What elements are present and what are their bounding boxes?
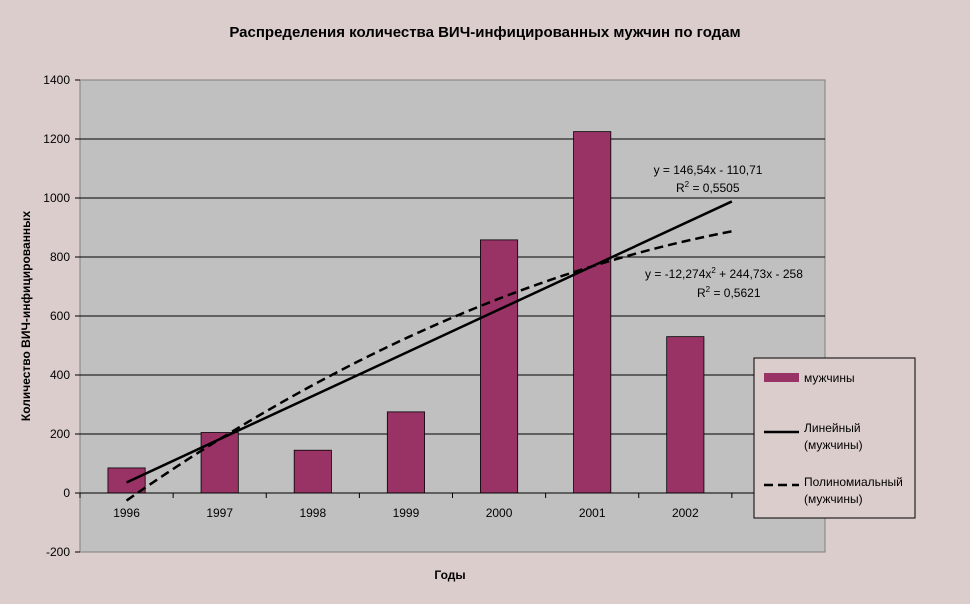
polynomial-equation: y = -12,274x2 + 244,73x - 258 R2 = 0,562… — [645, 266, 803, 300]
x-tick-label: 1996 — [113, 506, 140, 520]
y-axis-title: Количество ВИЧ-инфицированных — [19, 211, 33, 422]
x-axis-title: Годы — [434, 568, 465, 582]
legend-label-linear-line2: (мужчины) — [804, 438, 863, 452]
legend: мужчины Линейный (мужчины) Полиномиальны… — [753, 357, 916, 519]
legend-label-polynomial-line1: Полиномиальный — [804, 475, 903, 489]
y-tick-label: 1200 — [43, 132, 70, 146]
x-tick-label: 2001 — [579, 506, 606, 520]
bar — [293, 449, 332, 494]
bar — [200, 432, 239, 494]
y-tick-label: 600 — [50, 309, 70, 323]
linear-r2-text: R2 = 0,5505 — [676, 180, 740, 195]
x-tick-label: 2000 — [486, 506, 513, 520]
bars — [107, 131, 705, 494]
y-tick-label: 200 — [50, 427, 70, 441]
legend-swatch-bars — [764, 373, 799, 382]
trend-lines — [125, 200, 733, 502]
legend-label-linear-line1: Линейный — [804, 421, 861, 435]
legend-label-polynomial-line2: (мужчины) — [804, 492, 863, 506]
bar — [573, 131, 612, 494]
x-tick-label: 2002 — [672, 506, 699, 520]
y-axis-ticks: -200 0 200 400 600 800 1000 1200 1400 — [43, 73, 80, 559]
linear-equation: y = 146,54x - 110,71 R2 = 0,5505 — [654, 163, 763, 195]
x-axis-ticks: 1996 1997 1998 1999 2000 2001 2002 — [79, 493, 826, 520]
y-tick-label: 400 — [50, 368, 70, 382]
y-tick-label: 800 — [50, 250, 70, 264]
linear-equation-text: y = 146,54x - 110,71 — [654, 163, 763, 177]
x-tick-label: 1998 — [299, 506, 326, 520]
legend-label-bars: мужчины — [804, 371, 855, 385]
y-tick-label: 1400 — [43, 73, 70, 87]
bar — [666, 336, 705, 494]
bar — [480, 239, 519, 494]
polynomial-trendline — [125, 230, 733, 502]
chart-title: Распределения количества ВИЧ-инфицирован… — [229, 24, 740, 41]
y-tick-label: -200 — [46, 545, 70, 559]
x-tick-label: 1997 — [206, 506, 233, 520]
x-tick-label: 1999 — [393, 506, 420, 520]
bar — [386, 411, 425, 494]
y-tick-label: 0 — [63, 486, 70, 500]
bar — [107, 467, 146, 494]
y-tick-label: 1000 — [43, 191, 70, 205]
polynomial-r2-text: R2 = 0,5621 — [697, 285, 761, 300]
legend-box — [753, 357, 916, 519]
polynomial-equation-text: y = -12,274x2 + 244,73x - 258 — [645, 266, 803, 281]
